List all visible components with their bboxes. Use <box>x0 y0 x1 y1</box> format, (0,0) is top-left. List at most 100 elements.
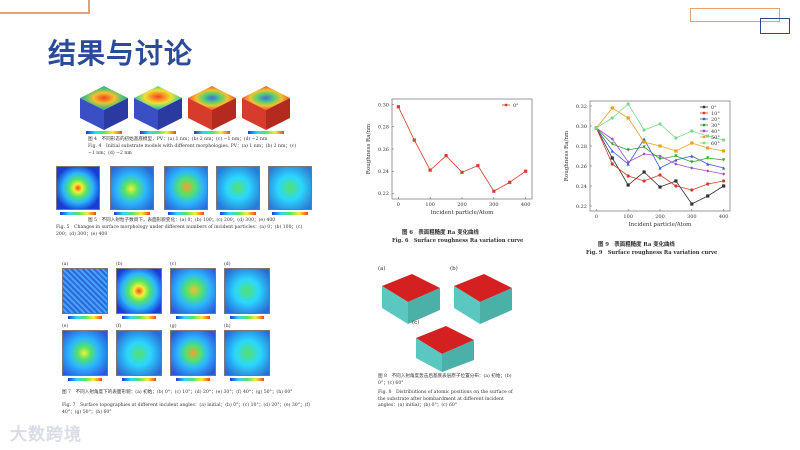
legend-label: 60° <box>711 141 720 147</box>
fig7-colorbar <box>176 316 210 319</box>
fig7-map <box>224 268 270 314</box>
data-point <box>706 162 710 166</box>
x-tick-label: 100 <box>623 214 633 220</box>
data-point <box>642 140 646 144</box>
fig7-map <box>224 330 270 376</box>
data-point <box>722 179 726 183</box>
data-point <box>626 160 630 164</box>
fig5-map-a <box>56 166 100 210</box>
fig5-colorbar-c <box>168 212 204 215</box>
fig5-caption-cn: 图 5 不同入射粒子数目下，表面形貌变化：(a) 0；(b) 100；(c) 2… <box>88 218 276 223</box>
legend-marker <box>702 105 706 109</box>
fig4-caption-cn: 图 4 不同形态的初始基底模型，PV：(a) 1 nm；(b) 2 nm；(c)… <box>88 137 268 142</box>
legend-marker <box>702 129 706 133</box>
fig5-colorbar-e <box>272 212 308 215</box>
data-point <box>690 154 694 158</box>
top-right-deco-box <box>690 8 780 22</box>
fig5-colorbar-b <box>114 212 150 215</box>
top-left-deco-tick <box>88 0 90 14</box>
fig7-panel-label: (c) <box>170 262 177 267</box>
legend-label: 0° <box>513 103 519 109</box>
data-point <box>428 168 432 172</box>
data-point <box>460 170 464 174</box>
plot-frame <box>391 98 533 200</box>
data-point <box>642 152 646 156</box>
legend-marker <box>702 135 706 139</box>
data-point <box>674 179 678 183</box>
fig5-map-e <box>268 166 312 210</box>
legend-label: 50° <box>711 135 720 141</box>
data-point <box>674 136 678 140</box>
fig9-caption-en: Fig. 9 Surface roughness Ra variation cu… <box>586 250 718 256</box>
x-tick-label: 400 <box>521 202 531 208</box>
fig5-map-d <box>216 166 260 210</box>
data-point <box>396 105 400 109</box>
data-point <box>658 157 662 161</box>
fig7-map <box>62 330 108 376</box>
data-point <box>642 128 646 132</box>
data-point <box>610 116 614 120</box>
data-point <box>722 138 726 142</box>
fig8-atoms-c <box>416 326 474 372</box>
data-point <box>626 116 630 120</box>
x-tick-label: 200 <box>655 214 665 220</box>
fig4-colorbar-a <box>86 131 122 134</box>
top-right-deco-box-2 <box>760 18 790 34</box>
fig8-panel-label: (b) <box>450 266 458 272</box>
x-axis-label: Incident particle/Atom <box>629 222 693 228</box>
fig4-colorbar-c <box>194 131 230 134</box>
y-tick-label: 0.30 <box>576 124 587 130</box>
fig4-colorbar-d <box>248 131 284 134</box>
data-point <box>610 149 614 153</box>
y-tick-label: 0.22 <box>378 191 389 197</box>
data-point <box>706 182 710 186</box>
fig7-colorbar <box>68 316 102 319</box>
fig7-colorbar <box>230 316 264 319</box>
data-point <box>626 102 630 106</box>
data-point <box>690 188 694 192</box>
legend-marker <box>702 123 706 127</box>
fig5-map-b <box>110 166 154 210</box>
legend-label: 40° <box>711 129 720 135</box>
data-point <box>658 144 662 148</box>
fig9-caption-cn: 图 9 表面粗糙度 Ra 变化曲线 <box>598 242 675 248</box>
fig8-panel-label: (c) <box>412 320 420 326</box>
fig8-caption-cn: 图 8 不同入射角度轰击后基底表层原子位置分布：(a) 初始；(b) 0°；(c… <box>378 374 512 386</box>
fig4-colorbar-b <box>140 131 176 134</box>
fig7-map <box>170 268 216 314</box>
legend-marker <box>702 141 706 145</box>
slide-title: 结果与讨论 <box>48 37 194 70</box>
fig7-panel-label: (f) <box>116 324 122 329</box>
fig4-cube-d <box>242 86 290 130</box>
series-line <box>596 127 724 169</box>
y-tick-label: 0.26 <box>576 164 587 170</box>
fig5-caption-en: Fig. 5 Changes in surface morphology und… <box>56 225 303 237</box>
data-point <box>658 185 662 189</box>
data-point <box>690 141 694 145</box>
y-tick-label: 0.28 <box>378 125 389 131</box>
fig7-map <box>62 268 108 314</box>
fig5-colorbar-a <box>60 212 96 215</box>
legend-label: 10° <box>711 111 720 117</box>
legend-marker <box>504 103 508 107</box>
data-point <box>610 162 614 166</box>
data-point <box>524 169 528 173</box>
y-axis-label: Roughness Ra/nm <box>366 123 372 174</box>
y-tick-label: 0.24 <box>378 169 389 175</box>
fig9-chart: 0 100 200 300 400 0.22 0.24 0.26 0.28 0.30 0.32 Inc… <box>564 100 731 228</box>
fig7-colorbar <box>122 378 156 381</box>
brand-logo: 大数跨境 <box>10 425 82 445</box>
data-point <box>642 145 646 149</box>
data-point <box>722 158 726 162</box>
x-tick-label: 0 <box>397 202 400 208</box>
data-point <box>722 172 726 176</box>
data-point <box>626 162 630 166</box>
y-tick-label: 0.24 <box>576 184 587 190</box>
fig8-panel-label: (a) <box>378 266 386 272</box>
y-tick-label: 0.22 <box>576 204 587 210</box>
data-point <box>690 166 694 170</box>
fig4-cube-b <box>134 86 182 130</box>
fig7-colorbar <box>230 378 264 381</box>
fig7-caption-cn: 图 7 不同入射角度下的表面形貌：(a) 初始；(b) 0°；(c) 10°；(… <box>62 390 293 395</box>
fig7-colorbar <box>176 378 210 381</box>
